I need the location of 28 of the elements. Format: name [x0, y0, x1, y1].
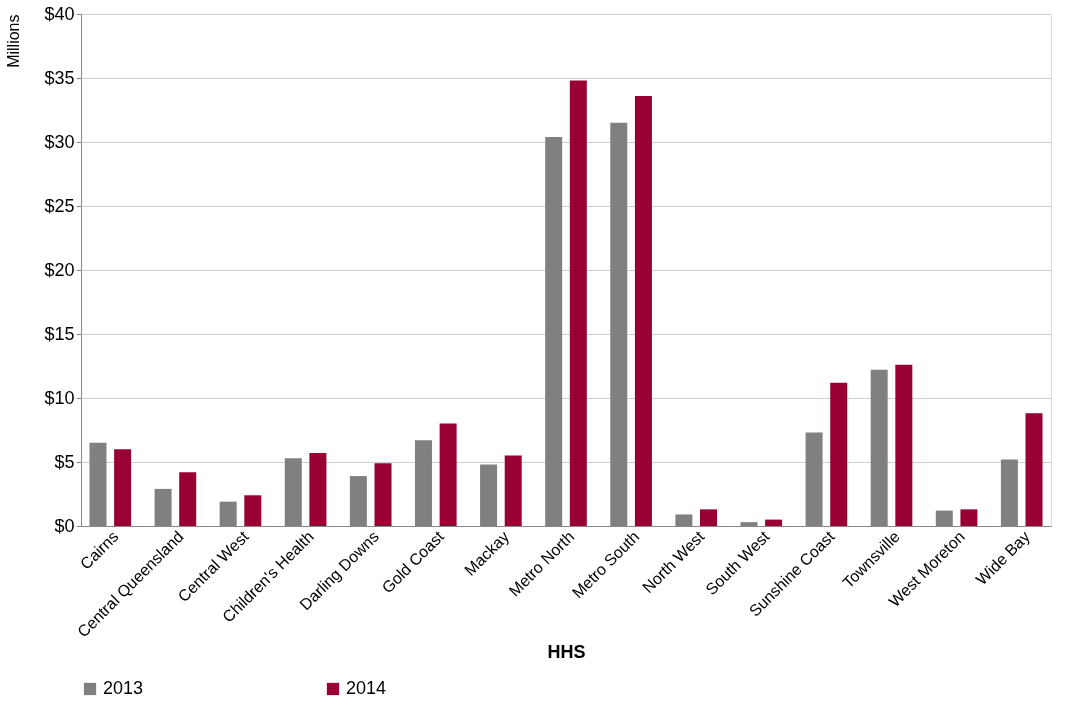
bar: [895, 364, 913, 526]
bar: [179, 472, 197, 526]
bar: [569, 80, 587, 526]
y-tick-label: $15: [44, 323, 75, 344]
y-tick-label: $35: [44, 67, 75, 88]
bar: [309, 453, 327, 526]
y-tick-label: $40: [44, 3, 75, 24]
y-tick-label: $25: [44, 195, 75, 216]
legend-label: 2013: [103, 678, 144, 698]
bar: [830, 382, 848, 526]
y-tick-label: $10: [44, 387, 75, 408]
legend-label: 2014: [346, 678, 387, 698]
y-axis-title: Millions: [4, 14, 22, 68]
bar: [114, 449, 132, 526]
bar: [765, 519, 783, 526]
bar: [504, 455, 522, 526]
y-tick-label: $0: [54, 515, 75, 536]
bar: [634, 95, 652, 526]
y-tick-label: $30: [44, 131, 75, 152]
bar: [700, 509, 718, 526]
y-tick-label: $5: [54, 451, 75, 472]
bar: [960, 509, 978, 526]
bar: [244, 495, 262, 526]
bar: [439, 423, 457, 526]
x-axis-title: HHS: [547, 642, 586, 663]
bar: [1025, 413, 1043, 526]
bar: [374, 463, 392, 526]
y-tick-label: $20: [44, 259, 75, 280]
